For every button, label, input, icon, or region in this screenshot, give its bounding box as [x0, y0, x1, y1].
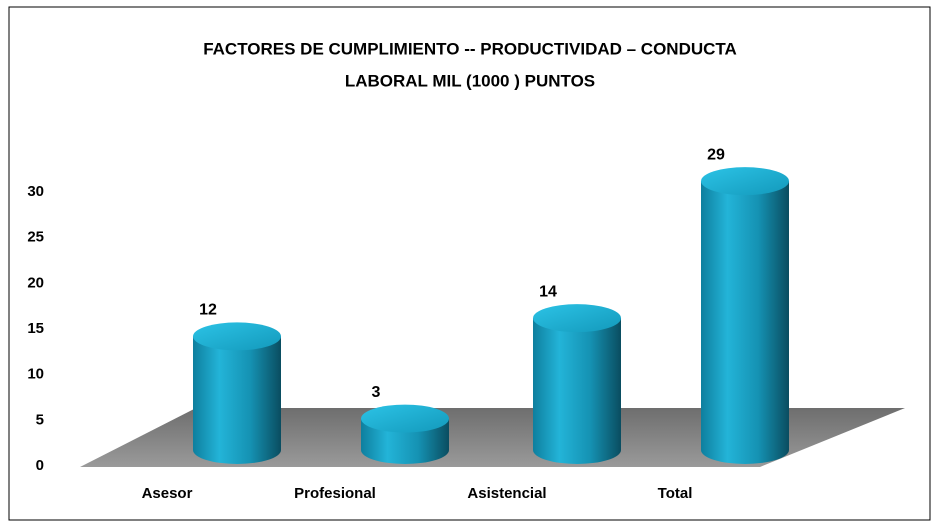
- y-tick-label: 10: [27, 366, 44, 383]
- data-label: 14: [539, 283, 557, 300]
- floor: [80, 408, 905, 467]
- bar-top: [193, 322, 281, 351]
- chart-title: FACTORES DE CUMPLIMIENTO -- PRODUCTIVIDA…: [203, 39, 737, 58]
- bar-top: [533, 304, 621, 333]
- x-tick-label: Asistencial: [467, 485, 546, 502]
- y-tick-label: 30: [27, 183, 44, 200]
- data-label: 3: [372, 384, 381, 401]
- y-tick-label: 20: [27, 274, 44, 291]
- y-tick-label: 5: [36, 411, 44, 428]
- bar-top: [361, 404, 449, 433]
- data-label: 12: [199, 302, 217, 319]
- y-tick-label: 0: [36, 457, 44, 474]
- x-tick-label: Asesor: [142, 485, 193, 502]
- bar-top: [701, 167, 789, 196]
- data-label: 29: [707, 146, 725, 163]
- bar-body: [701, 181, 789, 464]
- x-tick-label: Profesional: [294, 485, 376, 502]
- y-tick-label: 15: [27, 320, 44, 337]
- bar-body: [533, 318, 621, 464]
- bar-body: [193, 336, 281, 464]
- y-tick-label: 25: [27, 229, 44, 246]
- chart-title: LABORAL MIL (1000 ) PUNTOS: [345, 71, 595, 90]
- x-tick-label: Total: [658, 485, 693, 502]
